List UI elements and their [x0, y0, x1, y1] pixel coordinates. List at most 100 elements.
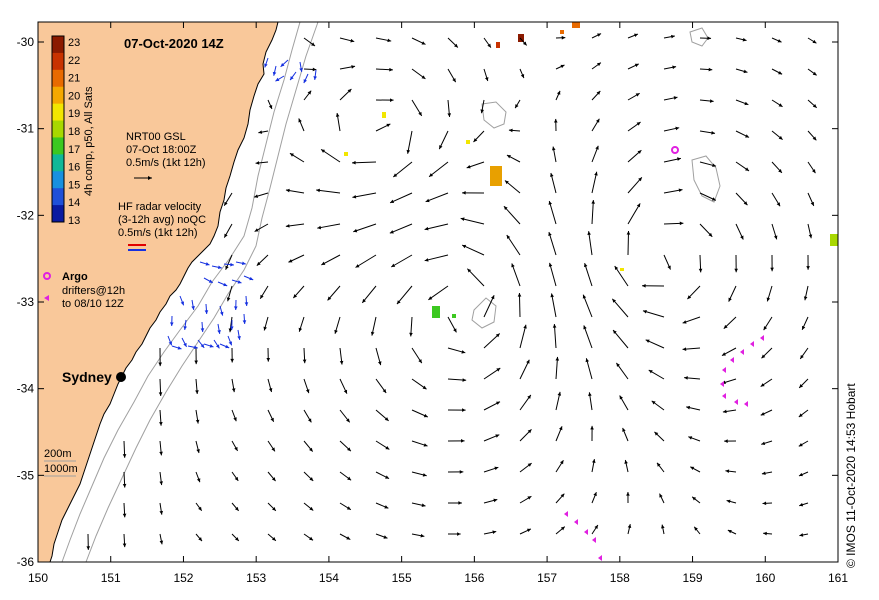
velocity-arrowhead: [321, 149, 326, 153]
velocity-arrowhead: [198, 506, 202, 511]
velocity-arrowhead: [744, 101, 749, 106]
velocity-arrowhead: [396, 300, 401, 305]
velocity-arrowhead: [460, 217, 465, 221]
velocity-arrowhead: [688, 436, 693, 440]
velocity-arrowhead: [285, 188, 290, 193]
velocity-arrowhead: [811, 169, 816, 174]
velocity-arrow: [428, 161, 449, 178]
gsl-scale-arrowhead: [148, 176, 152, 180]
velocity-arrowhead: [327, 296, 332, 301]
velocity-arrowhead: [226, 297, 231, 302]
velocity-arrowhead: [585, 358, 590, 363]
velocity-arrowhead: [711, 197, 716, 201]
velocity-arrowhead: [258, 130, 263, 134]
velocity-arrowhead: [812, 136, 817, 141]
colorbar-segment: [52, 120, 64, 138]
velocity-arrowhead: [743, 69, 748, 74]
colorbar-tick-label: 22: [68, 55, 80, 67]
velocity-arrowhead: [234, 476, 239, 481]
island-contour: [691, 155, 721, 203]
velocity-arrowhead: [812, 71, 817, 76]
velocity-arrowhead: [461, 350, 466, 354]
velocity-arrowhead: [177, 346, 182, 350]
drifter-legend-label: drifters@12h: [62, 285, 125, 297]
velocity-arrowhead: [728, 297, 732, 302]
velocity-arrowhead: [231, 388, 236, 393]
gsl-legend-scale: 0.5m/s (1kt 12h): [126, 157, 205, 169]
lat-tick-label: -32: [17, 208, 35, 222]
velocity-arrowhead: [613, 330, 617, 334]
velocity-arrowhead: [725, 469, 730, 473]
velocity-arrow: [612, 329, 629, 349]
velocity-arrowhead: [237, 336, 241, 340]
velocity-arrowhead: [316, 188, 320, 193]
velocity-arrowhead: [803, 296, 808, 301]
velocity-arrowhead: [158, 362, 162, 367]
isobath-200m: [61, 21, 301, 563]
velocity-arrowhead: [346, 418, 350, 423]
velocity-arrowhead: [778, 135, 783, 140]
velocity-arrowhead: [495, 434, 500, 438]
velocity-arrowhead: [583, 325, 587, 330]
velocity-arrowhead: [654, 431, 659, 436]
drifter-tracks: [564, 335, 764, 561]
velocity-arrowhead: [591, 459, 596, 463]
velocity-arrowhead: [745, 167, 750, 171]
colorbar-tick-label: 13: [68, 215, 80, 227]
velocity-arrowhead: [778, 70, 783, 75]
velocity-arrowhead: [504, 180, 509, 185]
colorbar-segment: [52, 188, 64, 206]
velocity-arrowhead: [235, 537, 239, 541]
velocity-arrowhead: [661, 524, 665, 529]
velocity-arrowhead: [675, 126, 680, 131]
velocity-arrowhead: [480, 109, 484, 114]
velocity-arrowhead: [590, 425, 594, 430]
velocity-arrowhead: [271, 537, 276, 541]
velocity-arrowhead: [711, 131, 716, 135]
velocity-arrowhead: [421, 41, 426, 45]
velocity-arrowhead: [587, 231, 591, 236]
velocity-arrowhead: [727, 530, 732, 534]
lon-tick-label: 156: [464, 571, 484, 585]
velocity-arrow: [355, 254, 377, 268]
velocity-arrow: [389, 192, 413, 204]
velocity-arrowhead: [458, 501, 462, 505]
lon-tick-label: 150: [28, 571, 48, 585]
velocity-arrowhead: [560, 526, 565, 531]
velocity-arrow: [642, 310, 665, 318]
velocity-arrowhead: [309, 536, 314, 541]
velocity-arrowhead: [467, 268, 472, 273]
velocity-arrowhead: [523, 324, 527, 329]
velocity-arrowhead: [425, 198, 430, 203]
velocity-arrowhead: [553, 118, 558, 123]
velocity-arrowhead: [808, 234, 813, 239]
velocity-arrowhead: [168, 341, 173, 346]
sst-colorbar: 23 22 21 20 19 18 17 16 15 14 13: [51, 35, 80, 227]
lat-tick-label: -31: [17, 122, 35, 136]
velocity-arrowhead: [347, 476, 352, 481]
velocity-arrowhead: [466, 164, 471, 169]
depth-1000-label: 1000m: [44, 463, 78, 475]
credit-text: © IMOS 11-Oct-2020 14:53 Hobart: [844, 383, 858, 568]
velocity-arrowhead: [362, 298, 366, 303]
velocity-arrowhead: [642, 310, 647, 314]
velocity-arrowhead: [657, 462, 661, 467]
velocity-arrowhead: [420, 533, 425, 538]
velocity-arrow: [351, 161, 377, 164]
hf-legend-scale: 0.5m/s (1kt 12h): [118, 227, 197, 239]
velocity-arrowhead: [734, 268, 738, 273]
depth-200-label: 200m: [44, 448, 72, 460]
velocity-arrowhead: [773, 235, 778, 240]
velocity-arrowhead: [596, 90, 601, 95]
velocity-arrowhead: [712, 163, 717, 168]
velocity-arrow: [407, 130, 413, 154]
velocity-arrow: [361, 285, 377, 304]
colorbar-segment: [52, 69, 64, 88]
velocity-arrowhead: [334, 329, 338, 334]
sydney-marker: [116, 372, 126, 382]
velocity-arrowhead: [798, 413, 803, 417]
velocity-arrowhead: [312, 67, 317, 72]
velocity-arrow: [585, 358, 593, 380]
colorbar-segment: [52, 103, 64, 122]
argo-legend-label: Argo: [62, 271, 88, 283]
